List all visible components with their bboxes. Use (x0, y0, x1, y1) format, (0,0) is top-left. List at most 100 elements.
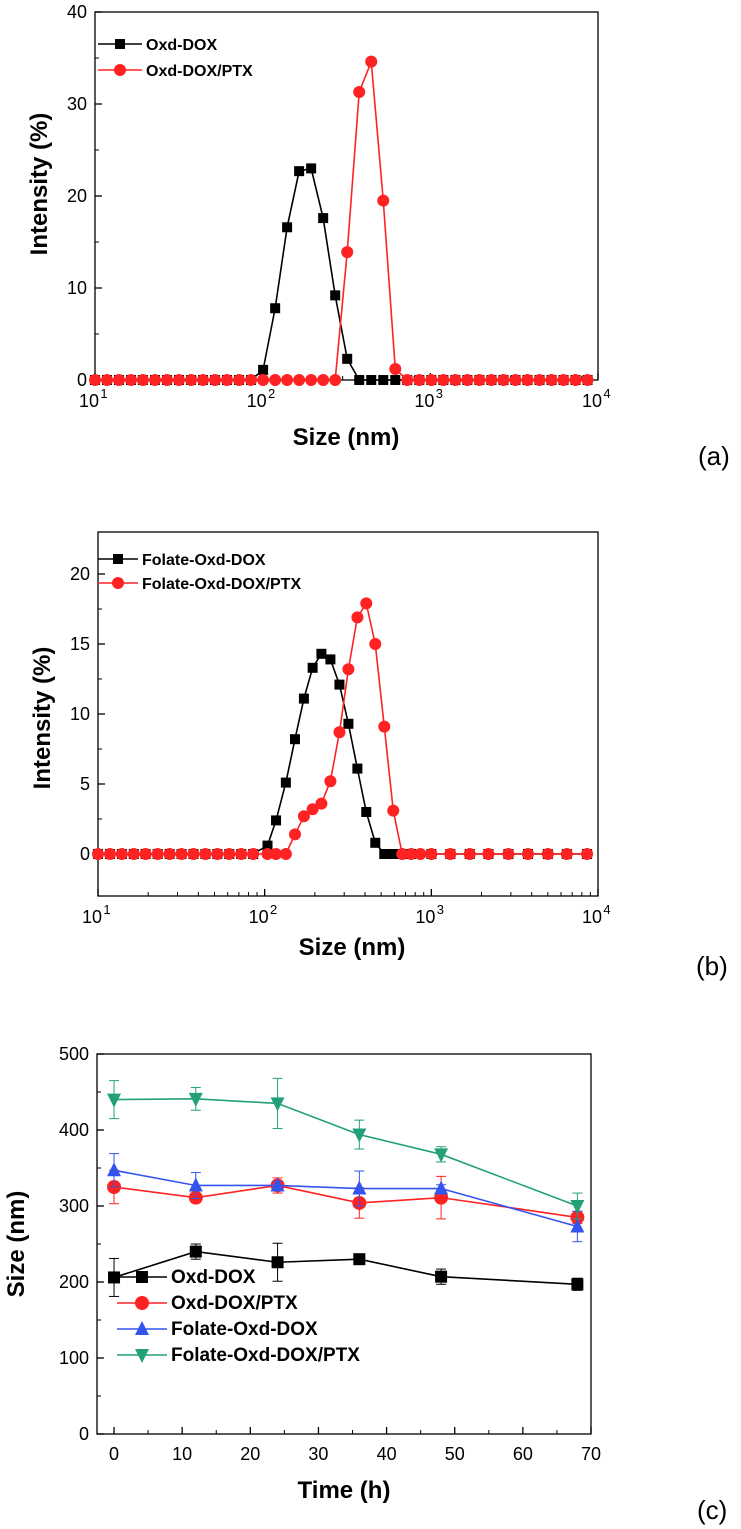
data-point (149, 374, 162, 386)
legend-label: Folate-Oxd-DOX (142, 552, 266, 569)
data-point (485, 374, 498, 386)
data-point (262, 840, 273, 851)
data-point (209, 374, 222, 386)
panel-a-x-axis-label: Size (nm) (293, 424, 400, 451)
data-point (401, 374, 414, 386)
x-tick-label-exponent: 2 (268, 386, 275, 401)
data-point (389, 362, 402, 375)
data-point (270, 1097, 285, 1112)
legend-label: Folate-Oxd-DOX/PTX (171, 1345, 360, 1366)
y-tick-label: 0 (79, 1424, 89, 1444)
data-point (351, 611, 364, 624)
data-point (161, 374, 174, 386)
panel-c-x-axis-label: Time (h) (298, 1477, 391, 1504)
data-point (293, 374, 306, 386)
data-point (298, 693, 309, 704)
x-tick-label-exponent: 1 (103, 902, 110, 917)
data-point (318, 213, 329, 224)
y-tick-label: 200 (59, 1272, 89, 1292)
data-point (533, 374, 546, 386)
data-point (235, 848, 248, 860)
data-point (414, 848, 427, 860)
data-point (425, 848, 438, 860)
x-tick-label-exponent: 1 (100, 386, 107, 401)
series-Folate-Oxd-DOX/PTX (107, 1077, 585, 1220)
data-point (175, 848, 188, 860)
x-tick-label: 10 (582, 391, 602, 411)
data-point (271, 815, 282, 826)
x-tick-label: 10 (414, 391, 434, 411)
x-tick-label: 0 (109, 1444, 119, 1464)
legend-marker (113, 554, 123, 564)
data-point (437, 374, 450, 386)
data-point (185, 374, 198, 386)
x-tick-label: 30 (308, 1444, 328, 1464)
data-point (341, 246, 354, 259)
legend-label: Oxd-DOX/PTX (146, 63, 253, 80)
data-point (473, 374, 486, 386)
data-point (101, 374, 114, 386)
legend-label: Folate-Oxd-DOX/PTX (142, 576, 301, 593)
data-point (103, 848, 116, 860)
data-point (261, 848, 274, 860)
data-point (258, 364, 269, 375)
data-point (390, 375, 401, 385)
data-point (136, 374, 149, 386)
data-point (187, 848, 200, 860)
series-Folate-Oxd-DOX (107, 1153, 585, 1243)
data-point (435, 1270, 448, 1283)
series-Oxd-DOX (90, 163, 593, 385)
data-point (108, 1271, 121, 1284)
x-tick-label: 10 (79, 391, 99, 411)
legend-label: Oxd-DOX/PTX (171, 1293, 298, 1314)
data-point (509, 374, 522, 386)
y-tick-label: 10 (70, 704, 90, 724)
data-point (188, 1177, 203, 1192)
x-tick-label: 10 (582, 907, 602, 927)
y-tick-label: 30 (67, 94, 87, 114)
data-point (270, 303, 281, 314)
data-point (245, 374, 258, 386)
x-tick-label: 10 (415, 907, 435, 927)
data-point (521, 374, 534, 386)
series-Oxd-DOX/PTX (107, 1169, 585, 1225)
panel-a-y-axis-label: Intensity (%) (26, 113, 53, 256)
data-point (449, 374, 462, 386)
data-point (369, 638, 382, 650)
data-point (379, 849, 390, 859)
data-point (370, 837, 381, 848)
data-point (425, 374, 438, 386)
series-line (113, 1169, 578, 1228)
x-tick-label-exponent: 3 (437, 902, 444, 917)
x-tick-label: 40 (377, 1444, 397, 1464)
y-tick-label: 300 (59, 1196, 89, 1216)
data-point (199, 848, 212, 860)
data-point (305, 374, 318, 386)
data-point (280, 777, 291, 788)
panel-b-x-axis-label: Size (nm) (299, 934, 406, 961)
y-tick-label: 40 (67, 2, 87, 22)
legend-marker (112, 577, 124, 589)
data-point (387, 804, 400, 817)
data-point (317, 374, 330, 386)
data-point (325, 654, 336, 665)
data-point (360, 597, 373, 610)
data-point (233, 374, 246, 386)
panel-c-chart: 0 10 20 30 40 50 60 70 0 100 200 300 400 500 Oxd-DOX O… (3, 1044, 727, 1525)
data-point (521, 848, 534, 860)
data-point (461, 374, 474, 386)
data-point (173, 374, 186, 386)
data-point (378, 720, 391, 733)
data-point (352, 1128, 367, 1143)
data-point (377, 194, 390, 207)
data-point (92, 848, 104, 860)
data-point (334, 679, 345, 690)
x-tick-label: 10 (249, 907, 269, 927)
data-point (115, 848, 128, 860)
data-point (413, 374, 426, 386)
series-line (95, 167, 588, 381)
series-Oxd-DOX/PTX (89, 55, 594, 386)
data-point (247, 848, 260, 860)
data-point (569, 374, 582, 386)
